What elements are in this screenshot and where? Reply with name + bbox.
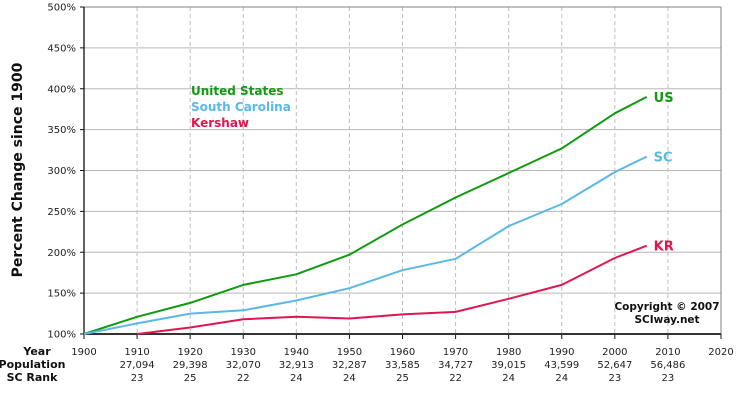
end-label-us: US [654,91,674,106]
y-tick-label: 450% [47,43,76,54]
sc-rank-value: 24 [290,373,303,384]
series-line-sc [83,155,648,335]
y-tick-label: 350% [47,125,76,136]
y-tick-label: 100% [47,330,76,341]
row-label-year: Year [22,345,51,358]
x-tick-label-year: 1930 [231,347,256,358]
sc-rank-value: 23 [131,373,144,384]
axes [80,6,722,339]
y-tick-label: 150% [47,289,76,300]
end-label-sc: SC [654,151,673,166]
x-tick-label-year: 2010 [655,347,680,358]
y-tick-label: 500% [47,3,76,14]
sc-rank-value: 25 [184,373,197,384]
copyright-line-1: Copyright © 2007 [614,301,719,313]
x-axis-ticks: 1900 1910 27,094 23 1920 29,398 25 1930 32,070 22… [71,347,733,384]
population-value: 33,585 [385,360,420,371]
sc-rank-value: 22 [449,373,462,384]
x-tick-label-year: 1990 [549,347,574,358]
x-tick-label-year: 1900 [71,347,96,358]
x-tick-label-year: 2020 [708,347,733,358]
series-line-kr [136,244,648,335]
legend-item-sc: South Carolina [191,100,291,114]
sc-rank-value: 23 [608,373,621,384]
copyright-line-2: SCIway.net [634,314,699,326]
legend-item-us: United States [191,84,284,98]
data-series [83,96,648,335]
x-tick-label-year: 1910 [124,347,149,358]
y-axis-ticks: 100% 150% 200% 250% 300% 350% 400% 450% 500% [47,3,76,341]
x-tick-label-year: 2000 [602,347,627,358]
x-tick-label-year: 1920 [177,347,202,358]
x-tick-label-year: 1940 [284,347,309,358]
row-label-sc-rank: SC Rank [7,371,59,384]
population-value: 32,913 [279,360,314,371]
population-value: 29,398 [173,360,208,371]
sc-rank-value: 23 [662,373,675,384]
gridlines [84,6,721,334]
population-value: 56,486 [650,360,685,371]
y-axis-label: Percent Change since 1900 [10,62,26,277]
sc-rank-value: 24 [555,373,568,384]
x-tick-label-year: 1950 [337,347,362,358]
sc-rank-value: 22 [237,373,250,384]
y-tick-label: 200% [47,248,76,259]
population-value: 52,647 [597,360,632,371]
series-line-us [83,96,648,335]
sc-rank-value: 25 [396,373,409,384]
population-value: 39,015 [491,360,526,371]
end-label-kr: KR [654,240,674,255]
y-tick-label: 250% [47,207,76,218]
y-tick-label: 400% [47,84,76,95]
population-value: 34,727 [438,360,473,371]
population-value: 32,070 [226,360,261,371]
row-label-population: Population [0,358,65,371]
population-value: 27,094 [120,360,155,371]
series-end-labels: US SC KR [654,91,674,255]
population-value: 32,287 [332,360,367,371]
legend: United States South Carolina Kershaw [191,84,291,130]
x-tick-label-year: 1960 [390,347,415,358]
x-tick-label-year: 1970 [443,347,468,358]
x-tick-label-year: 1980 [496,347,521,358]
legend-item-kr: Kershaw [191,116,249,130]
y-tick-label: 300% [47,166,76,177]
population-value: 43,599 [544,360,579,371]
sc-rank-value: 24 [343,373,356,384]
sc-rank-value: 24 [502,373,515,384]
